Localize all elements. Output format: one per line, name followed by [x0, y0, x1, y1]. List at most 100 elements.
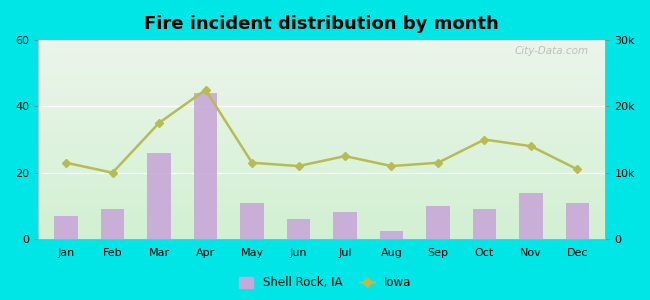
Bar: [426, 206, 450, 239]
Bar: [38, 90, 605, 92]
Bar: [38, 70, 605, 72]
Bar: [38, 235, 605, 237]
Bar: [38, 116, 605, 118]
Bar: [38, 112, 605, 114]
Bar: [38, 58, 605, 60]
Bar: [38, 88, 605, 90]
Bar: [38, 142, 605, 143]
Bar: [38, 225, 605, 227]
Bar: [38, 120, 605, 122]
Bar: [38, 185, 605, 187]
Bar: [38, 50, 605, 52]
Bar: [473, 209, 496, 239]
Bar: [38, 227, 605, 229]
Bar: [38, 175, 605, 177]
Bar: [38, 126, 605, 127]
Bar: [38, 54, 605, 56]
Bar: [38, 86, 605, 88]
Bar: [38, 191, 605, 193]
Bar: [38, 100, 605, 102]
Bar: [38, 197, 605, 199]
Bar: [38, 221, 605, 223]
Bar: [38, 169, 605, 171]
Bar: [38, 124, 605, 126]
Bar: [38, 146, 605, 148]
Bar: [38, 68, 605, 70]
Bar: [38, 187, 605, 189]
Bar: [38, 189, 605, 191]
Bar: [38, 205, 605, 207]
Bar: [38, 183, 605, 185]
Bar: [38, 193, 605, 195]
Bar: [38, 114, 605, 116]
Bar: [38, 161, 605, 164]
Bar: [38, 231, 605, 233]
Bar: [38, 143, 605, 146]
Bar: [38, 167, 605, 169]
Bar: [566, 202, 589, 239]
Bar: [38, 203, 605, 205]
Bar: [38, 195, 605, 197]
Bar: [38, 223, 605, 225]
Bar: [38, 60, 605, 62]
Bar: [38, 134, 605, 136]
Bar: [38, 213, 605, 215]
Bar: [38, 130, 605, 132]
Bar: [38, 98, 605, 100]
Bar: [38, 74, 605, 76]
Bar: [38, 76, 605, 78]
Bar: [38, 108, 605, 110]
Bar: [38, 56, 605, 58]
Bar: [38, 209, 605, 211]
Bar: [38, 110, 605, 112]
Bar: [55, 216, 77, 239]
Bar: [38, 233, 605, 235]
Bar: [38, 46, 605, 48]
Bar: [38, 173, 605, 175]
Bar: [38, 164, 605, 165]
Bar: [38, 44, 605, 46]
Bar: [38, 104, 605, 106]
Bar: [101, 209, 124, 239]
Bar: [38, 128, 605, 130]
Bar: [38, 138, 605, 140]
Bar: [38, 132, 605, 134]
Bar: [38, 217, 605, 219]
Bar: [38, 148, 605, 149]
Bar: [38, 80, 605, 82]
Bar: [38, 72, 605, 74]
Bar: [38, 158, 605, 159]
Bar: [38, 181, 605, 183]
Bar: [38, 52, 605, 54]
Bar: [38, 179, 605, 181]
Bar: [38, 48, 605, 50]
Bar: [38, 155, 605, 158]
Bar: [38, 78, 605, 80]
Bar: [38, 42, 605, 44]
Bar: [38, 94, 605, 96]
Bar: [38, 237, 605, 239]
Bar: [38, 152, 605, 154]
Bar: [38, 215, 605, 217]
Bar: [38, 229, 605, 231]
Bar: [38, 66, 605, 68]
Bar: [38, 96, 605, 98]
Bar: [38, 140, 605, 142]
Bar: [38, 92, 605, 94]
Bar: [287, 219, 310, 239]
Bar: [38, 159, 605, 161]
Bar: [38, 82, 605, 84]
Bar: [38, 171, 605, 173]
Bar: [240, 202, 264, 239]
Bar: [519, 193, 543, 239]
Bar: [38, 102, 605, 104]
Bar: [38, 122, 605, 124]
Legend: Shell Rock, IA, Iowa: Shell Rock, IA, Iowa: [235, 272, 415, 294]
Bar: [194, 93, 217, 239]
Bar: [38, 165, 605, 167]
Bar: [38, 219, 605, 221]
Bar: [38, 211, 605, 213]
Bar: [38, 201, 605, 203]
Text: City-Data.com: City-Data.com: [514, 46, 588, 56]
Bar: [148, 153, 171, 239]
